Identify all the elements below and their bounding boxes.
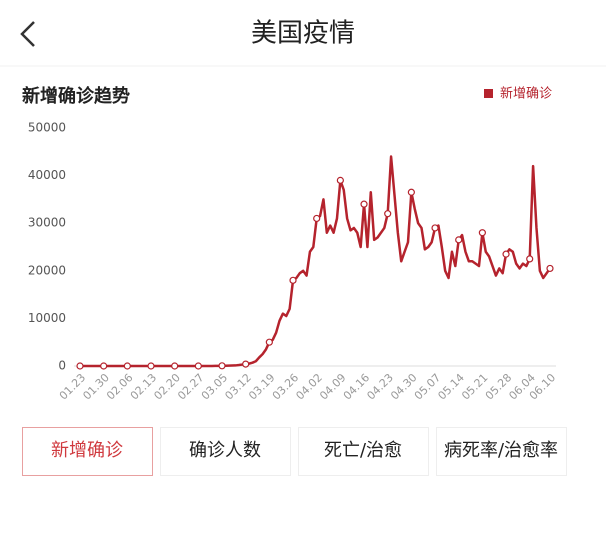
data-point xyxy=(289,276,297,284)
data-point xyxy=(265,338,273,346)
x-tick-label: 02.20 xyxy=(151,371,182,402)
back-button[interactable] xyxy=(20,21,35,47)
tab[interactable] xyxy=(160,427,291,476)
y-tick-label: 10000 xyxy=(28,311,66,325)
data-point xyxy=(360,200,368,208)
tab-label[interactable]: 病死率/治愈率 xyxy=(444,440,558,461)
legend-label: 新增确诊 xyxy=(500,86,552,102)
data-point xyxy=(171,362,179,370)
data-point xyxy=(218,362,226,370)
tab-label[interactable]: 死亡/治愈 xyxy=(324,440,402,461)
data-line xyxy=(80,155,552,368)
y-tick-label: 0 xyxy=(58,359,66,373)
chart-title: 新增确诊趋势 xyxy=(22,85,130,107)
data-point xyxy=(242,360,250,368)
data-point xyxy=(100,362,108,370)
data-point xyxy=(431,224,439,232)
data-point xyxy=(407,188,415,196)
tab-label[interactable]: 新增确诊 xyxy=(51,440,123,461)
legend-swatch xyxy=(484,89,493,98)
data-point xyxy=(502,250,510,258)
tab-label[interactable]: 确诊人数 xyxy=(189,440,261,461)
tab[interactable] xyxy=(298,427,429,476)
y-tick-label: 40000 xyxy=(28,168,66,182)
data-point xyxy=(384,210,392,218)
data-point xyxy=(455,236,463,244)
tab[interactable] xyxy=(436,427,567,476)
data-point xyxy=(336,176,344,184)
data-point xyxy=(546,264,554,273)
data-point xyxy=(478,229,486,237)
data-point xyxy=(147,362,155,370)
x-tick-label: 05.07 xyxy=(412,371,443,402)
y-tick-label: 20000 xyxy=(28,263,66,277)
y-tick-label: 30000 xyxy=(28,216,66,230)
tab[interactable] xyxy=(22,427,153,476)
y-tick-label: 50000 xyxy=(28,121,66,135)
data-point xyxy=(123,362,131,370)
data-point xyxy=(313,214,321,223)
header-title: 美国疫情 xyxy=(251,19,355,49)
x-tick-label: 04.02 xyxy=(293,371,324,402)
data-point xyxy=(526,255,534,263)
data-point xyxy=(194,362,202,370)
data-point xyxy=(76,362,84,370)
